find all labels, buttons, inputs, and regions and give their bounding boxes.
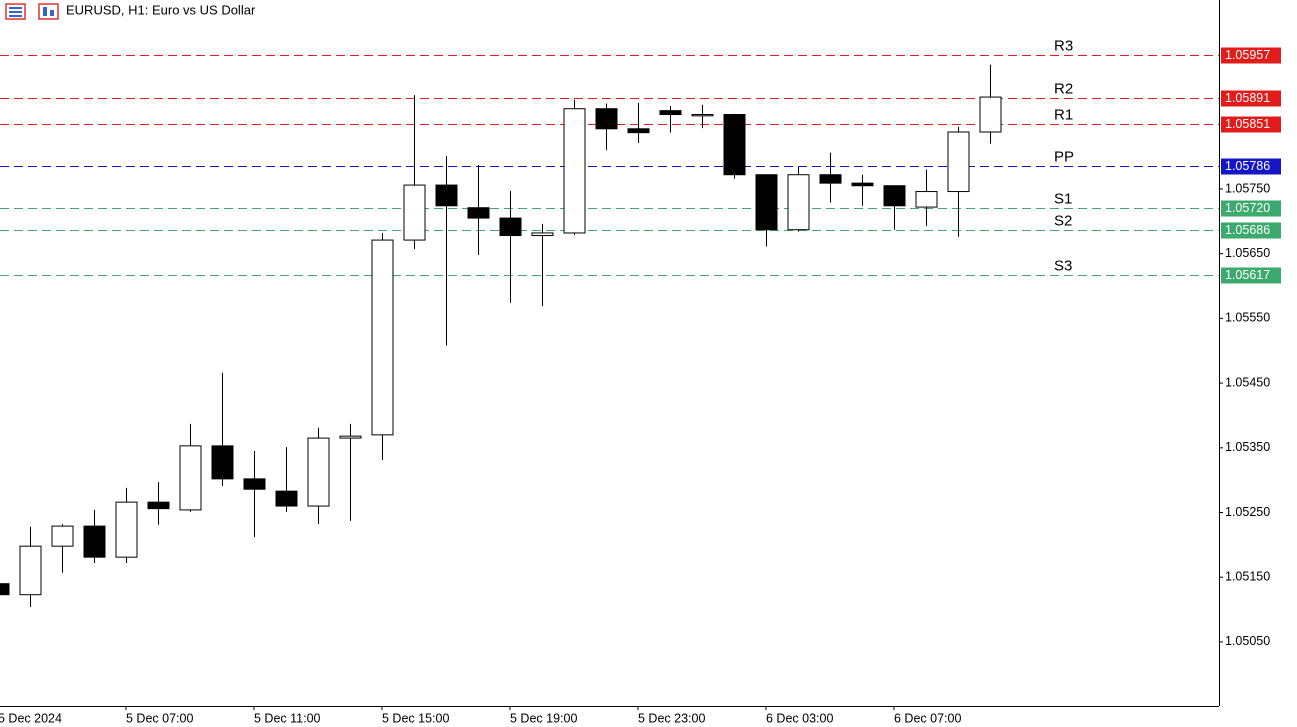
y-tick-label: 1.05250 xyxy=(1225,505,1270,519)
candle-body xyxy=(83,525,106,558)
candle-body xyxy=(883,185,906,207)
pivot-price-box xyxy=(1221,158,1281,175)
pivot-name: R3 xyxy=(1054,37,1073,54)
candle-body xyxy=(51,525,74,547)
pivot-price-label: 1.05686 xyxy=(1225,223,1270,237)
x-tick-label: 6 Dec 07:00 xyxy=(894,711,961,725)
candle-body xyxy=(19,545,42,596)
candle-body xyxy=(755,174,778,231)
pivot-price-label: 1.05851 xyxy=(1225,117,1270,131)
candle-body xyxy=(435,184,458,207)
x-tick-label: 5 Dec 23:00 xyxy=(638,711,705,725)
pivot-price-box xyxy=(1221,200,1281,217)
candle-body xyxy=(627,128,650,134)
candle-body xyxy=(851,182,874,187)
pivot-name: S1 xyxy=(1054,190,1072,207)
x-tick-label: 5 Dec 19:00 xyxy=(510,711,577,725)
x-tick-label: 6 Dec 03:00 xyxy=(766,711,833,725)
candle-body xyxy=(275,490,298,507)
pivot-name: R1 xyxy=(1054,106,1073,123)
y-tick-label: 1.05650 xyxy=(1225,246,1270,260)
pivot-name: R2 xyxy=(1054,80,1073,97)
symbol-icons xyxy=(5,3,59,20)
x-tick-label: 5 Dec 11:00 xyxy=(254,711,321,725)
pivot-price-box xyxy=(1221,116,1281,133)
candle-body xyxy=(595,108,618,130)
candle-body xyxy=(691,114,714,117)
pivot-price-box xyxy=(1221,47,1281,64)
candle-body xyxy=(947,131,970,193)
candle-body xyxy=(339,435,362,439)
y-tick-label: 1.05750 xyxy=(1225,181,1270,195)
candle-body xyxy=(371,239,394,436)
x-tick-label: 5 Dec 15:00 xyxy=(382,711,449,725)
candle-body xyxy=(211,445,234,480)
candle-body xyxy=(723,114,746,176)
pivot-price-label: 1.05957 xyxy=(1225,48,1270,62)
y-tick-label: 1.05550 xyxy=(1225,311,1270,325)
candle-body xyxy=(403,184,426,241)
pivot-price-box xyxy=(1221,90,1281,107)
candle-body xyxy=(467,207,490,219)
candle-body xyxy=(819,174,842,184)
pivot-price-box xyxy=(1221,267,1281,284)
candle-body xyxy=(179,445,202,511)
candle-body xyxy=(307,437,330,507)
pivot-price-label: 1.05786 xyxy=(1225,159,1270,173)
chart-title: EURUSD, H1: Euro vs US Dollar xyxy=(66,2,256,17)
pivot-price-label: 1.05891 xyxy=(1225,91,1270,105)
pivot-name: S3 xyxy=(1054,257,1072,274)
y-tick-label: 1.05150 xyxy=(1225,570,1270,584)
candle-body xyxy=(115,501,138,558)
x-tick-label: 5 Dec 2024 xyxy=(0,711,62,725)
candle-body xyxy=(0,583,10,596)
pivot-price-label: 1.05720 xyxy=(1225,201,1270,215)
pivot-name: S2 xyxy=(1054,212,1072,229)
candle-body xyxy=(499,217,522,237)
candle-body xyxy=(531,232,554,237)
y-tick-label: 1.05450 xyxy=(1225,375,1270,389)
candle-body xyxy=(147,501,170,510)
candle-body xyxy=(915,191,938,208)
candle-body xyxy=(659,110,682,116)
candle-body xyxy=(787,174,810,231)
x-tick-label: 5 Dec 07:00 xyxy=(126,711,193,725)
candle-body xyxy=(563,108,586,234)
y-tick-label: 1.05050 xyxy=(1225,634,1270,648)
candle-body xyxy=(979,96,1002,133)
candles xyxy=(0,64,1002,607)
y-tick-label: 1.05350 xyxy=(1225,440,1270,454)
pivot-price-label: 1.05617 xyxy=(1225,268,1270,282)
axes: 1.05050 1.05150 1.05250 1.05350 1.05450 1.055… xyxy=(0,181,1270,725)
pivot-levels: R3 1.05957 R2 1.05891 R1 1.05851 PP 1.05786 S1 1.… xyxy=(0,37,1281,284)
pivot-price-box xyxy=(1221,222,1281,239)
pivot-name: PP xyxy=(1054,148,1074,165)
candle-body xyxy=(243,478,266,490)
